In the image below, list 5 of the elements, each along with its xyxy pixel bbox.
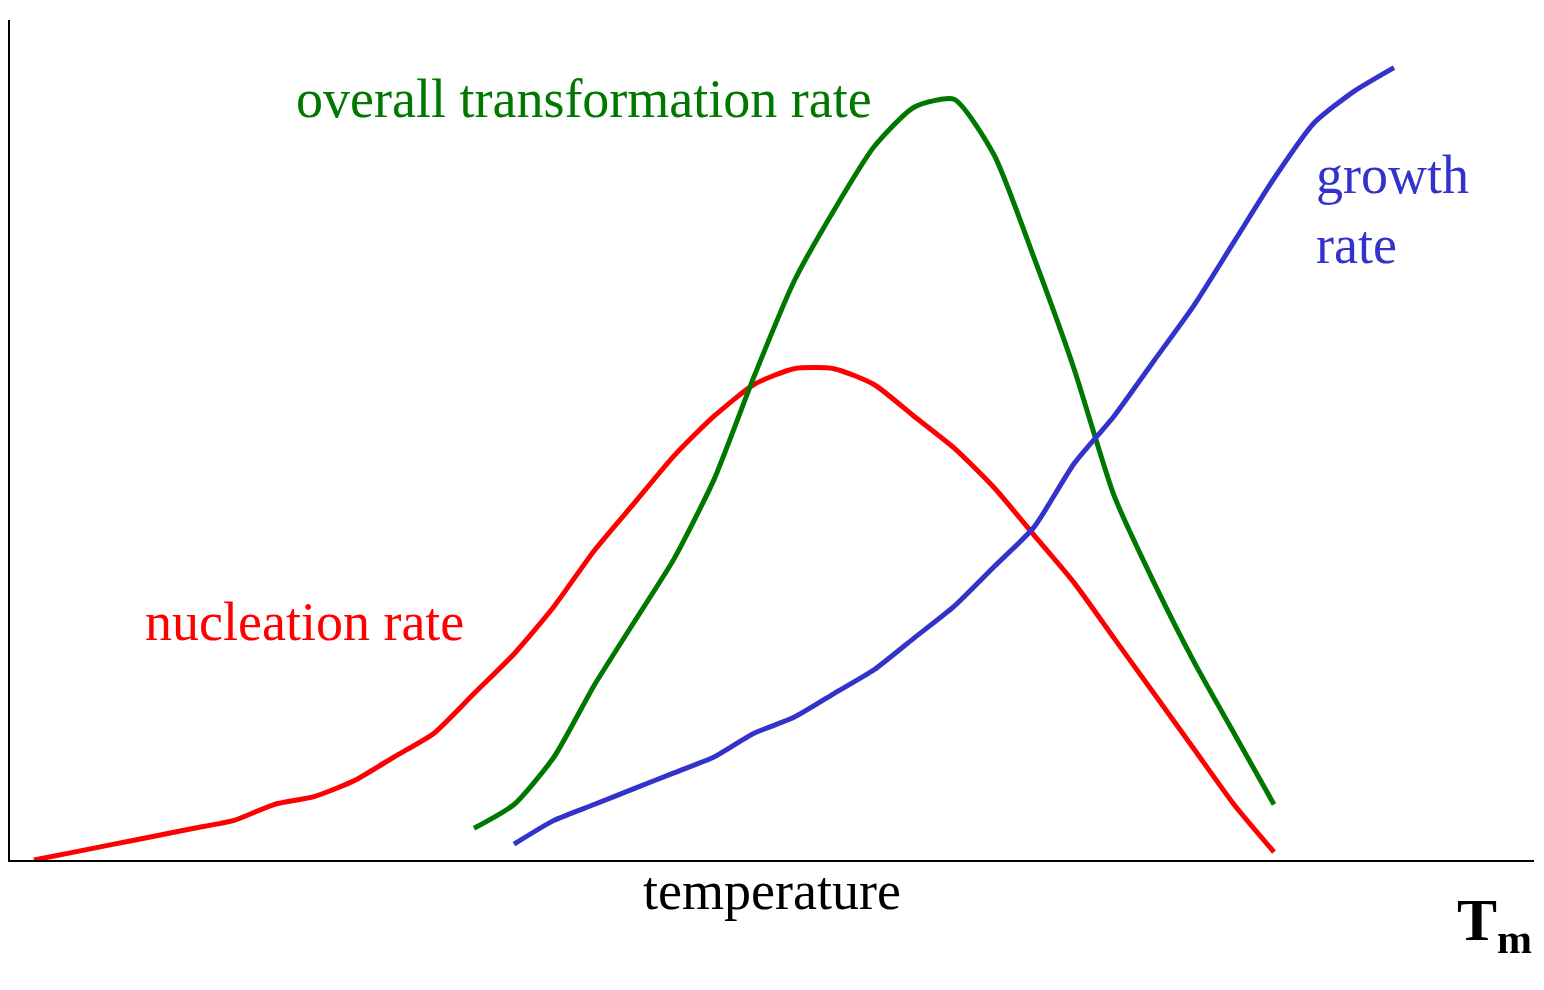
text: T$_{m}$ (1457, 887, 1533, 962)
series-label: nucleation rate (145, 592, 465, 652)
series-label: growth rate (1316, 145, 1469, 276)
series-label: overall transformation rate (296, 69, 872, 129)
x-axis-title: temperature (643, 860, 901, 921)
